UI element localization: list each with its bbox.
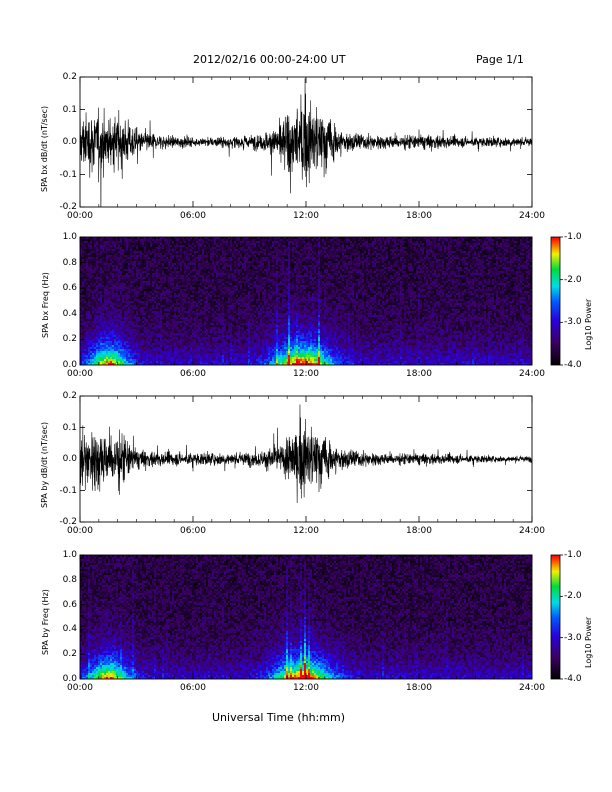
panel2-x-tick-label: 00:00 [67, 369, 93, 379]
panel3-x-tick-label: 12:00 [293, 526, 319, 536]
page-number: Page 1/1 [476, 53, 524, 66]
panel3-y-tick-label: 0.0 [62, 454, 77, 464]
panel2-x-tick-label: 12:00 [293, 369, 319, 379]
panel4-x-tick-label: 18:00 [406, 683, 432, 693]
panel2-y-tick-label: 1.0 [62, 232, 77, 242]
panel3-y-tick-label: -0.1 [59, 485, 77, 496]
panel3-series-line [80, 404, 532, 503]
panel4-frame [79, 554, 533, 680]
panel4-y-tick-label: 0.2 [62, 649, 77, 660]
panel2-x-tick-label: 06:00 [180, 369, 206, 379]
panel4-y-tick-label: 1.0 [62, 550, 77, 560]
panel4-x-tick-label: 12:00 [293, 683, 319, 693]
panel4-x-tick-label: 00:00 [67, 683, 93, 693]
panel1-x-tick-label: 06:00 [180, 211, 206, 221]
panel4-colorbar-tick-label: -4.0 [564, 674, 582, 684]
panel2-frame [79, 236, 533, 366]
panel2-x-tick-label: 24:00 [519, 369, 545, 379]
panel4-y-tick-label: 0.0 [62, 674, 77, 684]
figure-title: 2012/02/16 00:00-24:00 UT [193, 53, 346, 66]
panel4-colorbar-tick-label: -1.0 [564, 550, 582, 560]
panel1-y-tick-label: -0.1 [59, 169, 77, 180]
panel1-y-tick-label: -0.2 [59, 202, 77, 212]
x-axis-label: Universal Time (hh:mm) [212, 711, 345, 724]
panel4-y-tick-label: 0.6 [62, 599, 77, 610]
panel2-colorbar-tick-label: -4.0 [564, 360, 582, 370]
panel2-y-tick-label: 0.2 [62, 334, 77, 345]
panel3-x-tick-label: 00:00 [67, 526, 93, 536]
panel3-x-tick-label: 18:00 [406, 526, 432, 536]
panel2-y-tick-label: 0.0 [62, 360, 77, 370]
panel2-colorbar-frame [550, 236, 561, 366]
panel4-x-tick-label: 06:00 [180, 683, 206, 693]
panel2-spectrogram [80, 237, 532, 365]
panel4-colorbar-frame [550, 554, 561, 680]
panel1-x-tick-label: 18:00 [406, 211, 432, 221]
panel1-series-line [80, 78, 532, 207]
panel3-y-tick-label: -0.2 [59, 517, 77, 527]
panel1-x-tick-label: 12:00 [293, 211, 319, 221]
panel1-x-tick-label: 00:00 [67, 211, 93, 221]
panel2-colorbar [551, 237, 560, 365]
panel3-x-tick-label: 06:00 [180, 526, 206, 536]
panel3-y-tick-label: 0.1 [62, 422, 77, 433]
panel4-colorbar [551, 555, 560, 679]
panel4-spectrogram [80, 555, 532, 679]
panel2-colorbar-tick-label: -2.0 [564, 274, 582, 285]
panel2-y-tick-label: 0.6 [62, 283, 77, 294]
panel4-x-tick-label: 24:00 [519, 683, 545, 693]
panel1-y-tick-label: 0.0 [62, 137, 77, 147]
panel1-y-tick-label: 0.2 [62, 72, 77, 82]
panel1-x-tick-label: 24:00 [519, 211, 545, 221]
panel2-x-tick-label: 18:00 [406, 369, 432, 379]
panel2-colorbar-tick-label: -1.0 [564, 232, 582, 242]
panel4-colorbar-tick-label: -3.0 [564, 632, 582, 643]
panel4-y-tick-label: 0.8 [62, 574, 77, 585]
panel3-y-tick-label: 0.2 [62, 391, 77, 401]
panel2-colorbar-tick-label: -3.0 [564, 317, 582, 328]
panel4-colorbar-tick-label: -2.0 [564, 591, 582, 602]
panel2-y-tick-label: 0.8 [62, 257, 77, 268]
panel1-y-tick-label: 0.1 [62, 104, 77, 115]
panel2-y-tick-label: 0.4 [62, 308, 77, 319]
panel3-x-tick-label: 24:00 [519, 526, 545, 536]
panel4-y-tick-label: 0.4 [62, 624, 77, 635]
